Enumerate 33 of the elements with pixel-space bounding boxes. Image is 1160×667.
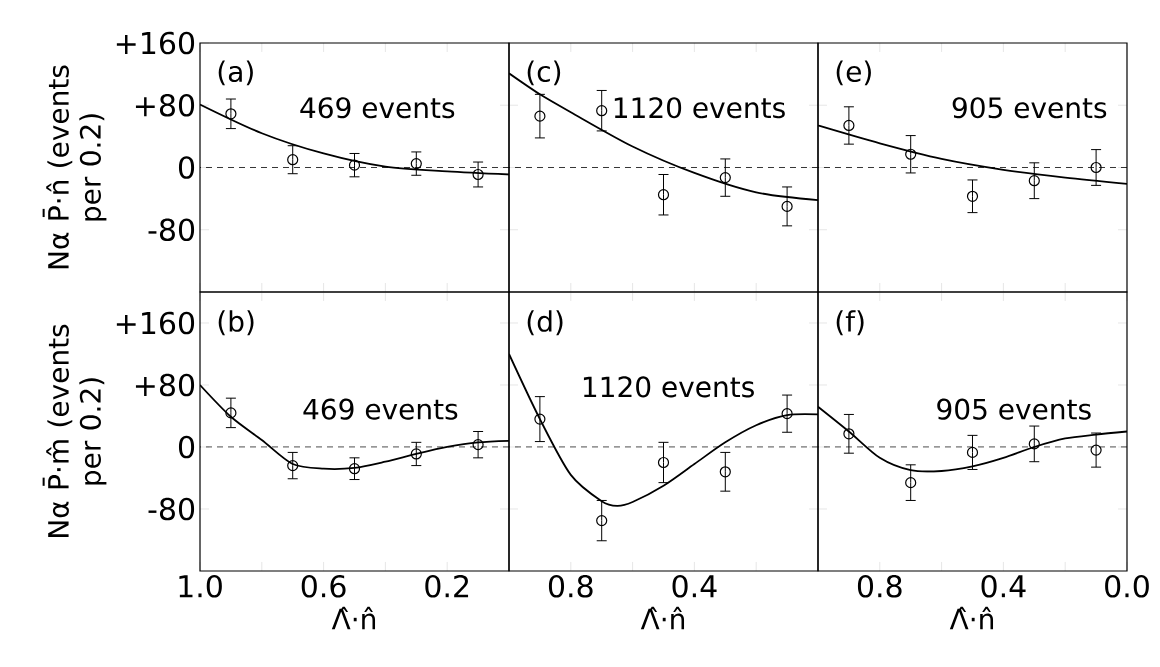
annotation: 469 events [300, 97, 455, 119]
x-axis-title: Λ̂·n̂ [949, 606, 994, 630]
annotation: 905 events [952, 97, 1107, 119]
y-tick-label: -80 [148, 497, 195, 521]
x-tick-label: 0.2 [425, 574, 469, 598]
annotation: (e) [836, 60, 871, 86]
y-tick-label: +80 [135, 373, 195, 397]
y-tick-label: 0 [178, 435, 195, 459]
annotation: (b) [218, 310, 254, 336]
y-tick-label: -80 [148, 218, 195, 242]
x-tick-label: 0.4 [981, 574, 1026, 598]
annotation: 1120 events [614, 97, 785, 119]
annotation: 1120 events [583, 376, 754, 398]
y-tick-label: +160 [116, 31, 195, 55]
x-axis-title: Λ̂·n̂ [331, 606, 376, 630]
x-axis-title: Λ̂·n̂ [640, 606, 685, 630]
annotation: 469 events [303, 398, 458, 420]
y-tick-label: +80 [135, 93, 195, 117]
y-tick-label: +160 [116, 311, 195, 335]
x-tick-label: 0.8 [548, 574, 593, 598]
x-tick-label: 1.0 [179, 574, 222, 598]
annotation: (c) [527, 60, 561, 86]
x-tick-label: 0.4 [672, 574, 717, 598]
x-tick-label: 0.0 [1105, 574, 1149, 598]
y-axis-title: Nα P̄·n̂ (events per 0.2) [42, 65, 107, 269]
annotation: (f) [836, 310, 864, 336]
y-axis-title: Nα P̄·m̂ (events per 0.2) [42, 324, 107, 537]
y-tick-label: 0 [178, 156, 195, 179]
annotation: (a) [218, 60, 253, 86]
annotation: 905 events [937, 398, 1091, 420]
annotation: (d) [527, 310, 563, 336]
x-tick-label: 0.6 [301, 574, 346, 598]
x-tick-label: 0.8 [857, 574, 902, 598]
